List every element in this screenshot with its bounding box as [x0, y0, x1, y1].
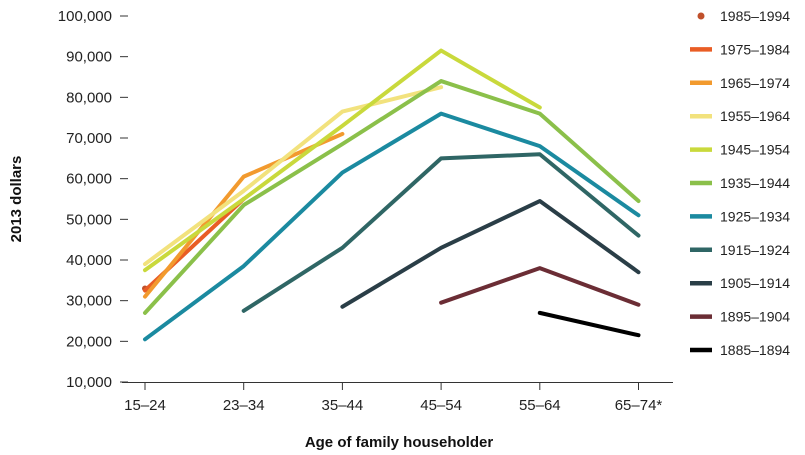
x-tick-label: 35–44 [322, 397, 364, 414]
y-tick-label: 60,000 [66, 171, 112, 188]
x-tick-label: 65–74* [615, 397, 663, 414]
x-tick-label: 23–34 [223, 397, 265, 414]
series-line-1965-1974 [143, 131, 345, 299]
legend-label: 1965–1974 [720, 75, 790, 91]
legend-label: 1955–1964 [720, 108, 790, 124]
y-axis-title: 2013 dollars [8, 156, 25, 243]
x-tick-label: 15–24 [124, 397, 166, 414]
series-line-1885-1894 [537, 310, 641, 338]
legend-label: 1985–1994 [720, 8, 790, 24]
y-tick-label: 50,000 [66, 211, 112, 228]
x-axis-title: Age of family householder [305, 434, 494, 451]
legend-label: 1975–1984 [720, 41, 790, 57]
legend-label: 1885–1894 [720, 342, 790, 358]
x-tick-label: 45–54 [420, 397, 462, 414]
y-tick-label: 100,000 [58, 8, 112, 25]
y-tick-label: 90,000 [66, 49, 112, 66]
legend-label: 1935–1944 [720, 175, 790, 191]
series-line-1905-1914 [340, 199, 641, 309]
y-tick-label: 40,000 [66, 252, 112, 269]
series-line-1915-1924 [241, 152, 641, 313]
y-tick-label: 20,000 [66, 333, 112, 350]
legend-label: 1915–1924 [720, 242, 790, 258]
legend-marker-1985-1994 [697, 12, 705, 20]
y-axis: 10,000 20,000 30,000 40,000 50,000 60,000 70,0… [58, 8, 128, 391]
x-axis: 15–24 23–34 35–44 45–54 55–64 65–74* [122, 382, 673, 414]
x-tick-label: 55–64 [519, 397, 561, 414]
y-tick-label: 80,000 [66, 89, 112, 106]
series-line-1955-1964 [143, 85, 444, 267]
legend-label: 1905–1914 [720, 275, 790, 291]
legend: 1985–1994 1975–1984 1965–1974 1955–1964 1945… [690, 8, 790, 358]
legend-label: 1895–1904 [720, 309, 790, 325]
series-line-1945-1954 [143, 48, 542, 273]
series-line-1935-1944 [143, 79, 641, 315]
y-tick-label: 10,000 [66, 374, 112, 391]
series-lines [142, 48, 641, 342]
y-tick-label: 70,000 [66, 130, 112, 147]
y-tick-label: 30,000 [66, 293, 112, 310]
series-line-1925-1934 [143, 111, 641, 342]
legend-label: 1945–1954 [720, 142, 790, 158]
series-line-1895-1904 [439, 266, 641, 307]
legend-label: 1925–1934 [720, 208, 790, 224]
